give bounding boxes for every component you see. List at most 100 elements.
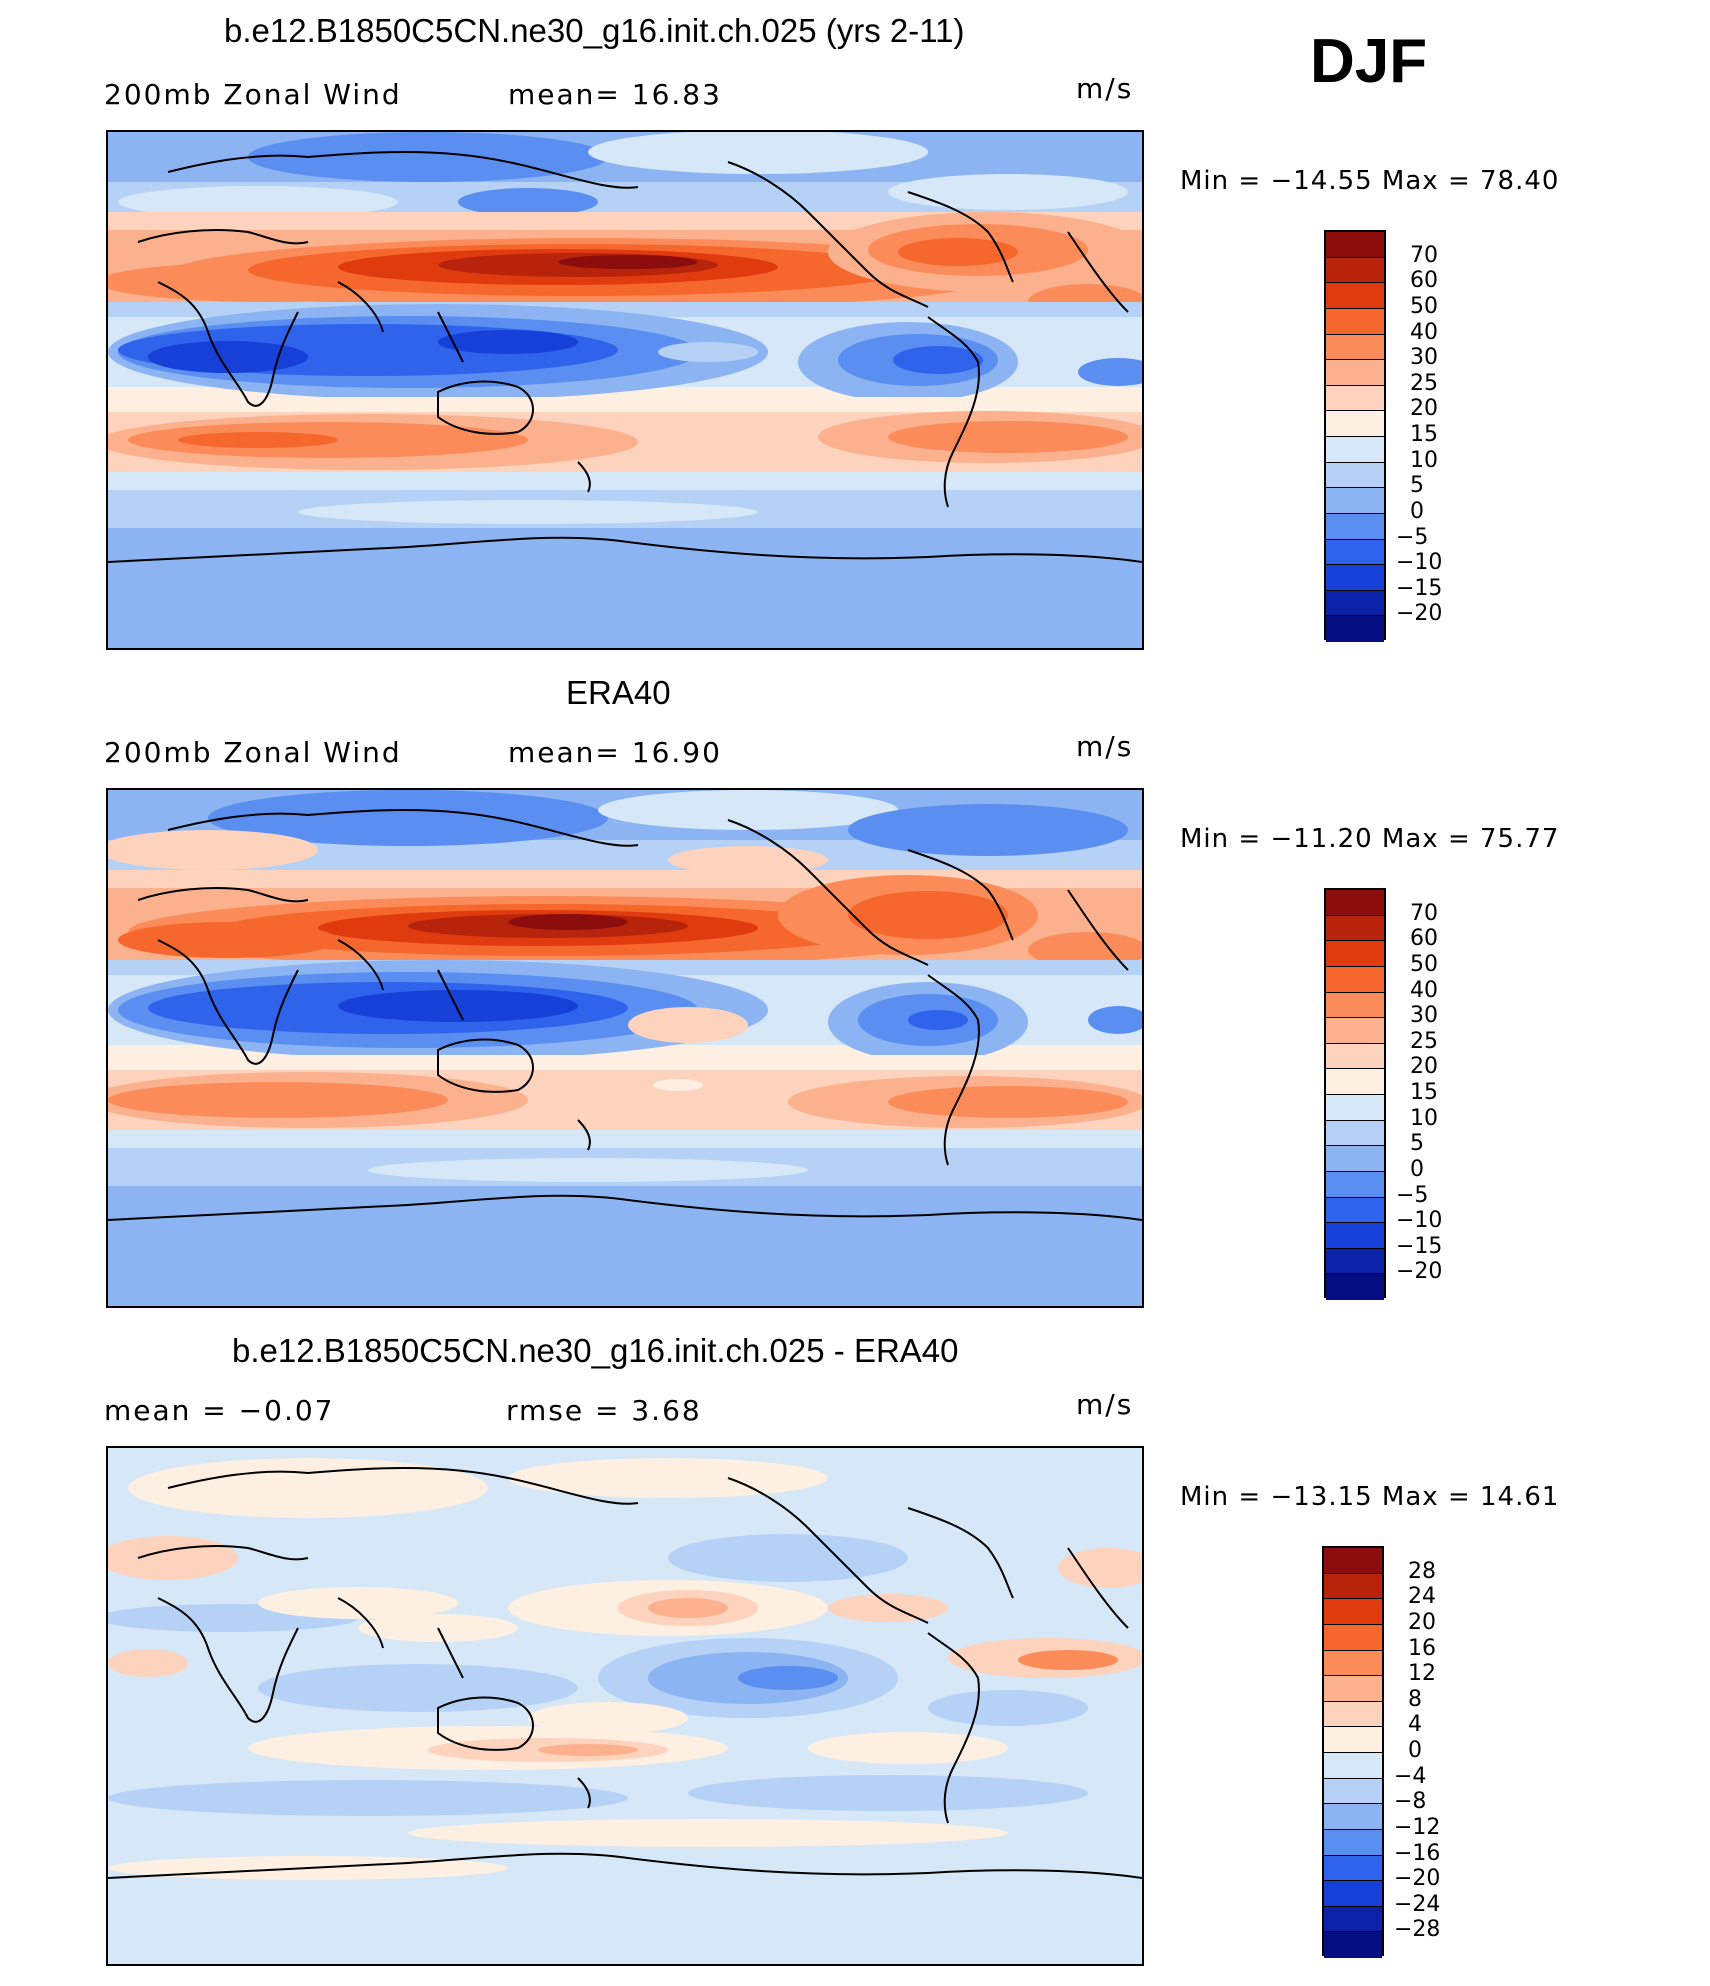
colorbar-swatch xyxy=(1324,1676,1382,1702)
panel3-minmax: Min = −13.15 Max = 14.61 xyxy=(1180,1482,1560,1512)
colorbar-swatch xyxy=(1326,890,1384,916)
colorbar-tick-label: 20 xyxy=(1408,1609,1436,1635)
colorbar-tick-label: 20 xyxy=(1410,1054,1438,1080)
colorbar-swatch xyxy=(1326,1120,1384,1147)
colorbar-swatch xyxy=(1324,1881,1382,1907)
colorbar-tick-label: −10 xyxy=(1396,1208,1443,1234)
colorbar-swatch xyxy=(1326,385,1384,412)
colorbar-swatch xyxy=(1324,1599,1382,1625)
colorbar-tick-label: 4 xyxy=(1408,1712,1422,1738)
colorbar-swatch xyxy=(1326,437,1384,463)
colorbar-swatch xyxy=(1326,992,1384,1019)
colorbar-swatch xyxy=(1326,488,1384,514)
colorbar-tick-label: −15 xyxy=(1396,1233,1443,1259)
colorbar-swatch xyxy=(1326,1069,1384,1095)
colorbar-tick-label: 0 xyxy=(1410,1156,1424,1182)
colorbar-tick-label: 30 xyxy=(1410,1003,1438,1029)
colorbar-tick-label: 10 xyxy=(1410,1105,1438,1131)
colorbar-swatch xyxy=(1326,1274,1384,1300)
colorbar-tick-label: 24 xyxy=(1408,1584,1436,1610)
panel3-title: b.e12.B1850C5CN.ne30_g16.init.ch.025 - E… xyxy=(232,1332,959,1369)
colorbar-swatch xyxy=(1324,1753,1382,1779)
colorbar-swatch xyxy=(1326,411,1384,437)
colorbar-swatch xyxy=(1324,1650,1382,1677)
colorbar-tick-label: 10 xyxy=(1410,447,1438,473)
colorbar-swatch xyxy=(1326,283,1384,309)
colorbar-tick-label: 16 xyxy=(1408,1635,1436,1661)
colorbar-swatch xyxy=(1326,590,1384,617)
panel3-colorbar xyxy=(1322,1546,1384,1958)
panel1-map xyxy=(106,130,1144,650)
colorbar-swatch xyxy=(1326,1248,1384,1275)
colorbar-swatch xyxy=(1324,1548,1382,1574)
colorbar-swatch xyxy=(1324,1906,1382,1933)
panel2-mean-label: mean= 16.90 xyxy=(508,736,722,769)
panel3-contour-field xyxy=(108,1448,1142,1964)
colorbar-swatch xyxy=(1324,1624,1382,1651)
panel1-units: m/s xyxy=(1076,72,1134,105)
colorbar-tick-label: 25 xyxy=(1410,1028,1438,1054)
colorbar-swatch xyxy=(1324,1804,1382,1830)
colorbar-tick-label: −5 xyxy=(1396,1182,1429,1208)
colorbar-swatch xyxy=(1326,1197,1384,1224)
colorbar-swatch xyxy=(1324,1932,1382,1958)
colorbar-tick-label: −20 xyxy=(1394,1866,1441,1892)
panel2-colorbar xyxy=(1324,888,1386,1300)
colorbar-swatch xyxy=(1326,1043,1384,1070)
colorbar-tick-label: 20 xyxy=(1410,396,1438,422)
colorbar-swatch xyxy=(1326,360,1384,386)
colorbar-swatch xyxy=(1326,1018,1384,1044)
colorbar-swatch xyxy=(1326,966,1384,993)
colorbar-tick-label: −12 xyxy=(1394,1814,1441,1840)
colorbar-swatch xyxy=(1326,232,1384,258)
colorbar-swatch xyxy=(1324,1727,1382,1753)
colorbar-tick-label: 50 xyxy=(1410,951,1438,977)
colorbar-tick-label: −5 xyxy=(1396,524,1429,550)
colorbar-tick-label: −20 xyxy=(1396,1259,1443,1285)
colorbar-tick-label: 60 xyxy=(1410,268,1438,294)
panel1-title: b.e12.B1850C5CN.ne30_g16.init.ch.025 (yr… xyxy=(224,12,965,49)
panel3-rmse-label: rmse = 3.68 xyxy=(506,1394,702,1427)
colorbar-swatch xyxy=(1326,941,1384,967)
panel1-colorbar xyxy=(1324,230,1386,642)
colorbar-swatch xyxy=(1324,1573,1382,1600)
colorbar-swatch xyxy=(1324,1701,1382,1728)
panel2-units: m/s xyxy=(1076,730,1134,763)
colorbar-swatch xyxy=(1326,462,1384,489)
colorbar-tick-label: 15 xyxy=(1410,422,1438,447)
colorbar-tick-label: 70 xyxy=(1410,242,1438,268)
colorbar-tick-label: −4 xyxy=(1394,1763,1427,1789)
panel2-minmax: Min = −11.20 Max = 75.77 xyxy=(1180,824,1560,854)
colorbar-swatch xyxy=(1326,257,1384,284)
colorbar-tick-label: 40 xyxy=(1410,977,1438,1003)
colorbar-tick-label: 5 xyxy=(1410,473,1424,499)
colorbar-tick-label: 5 xyxy=(1410,1131,1424,1157)
colorbar-tick-label: 0 xyxy=(1410,498,1424,524)
colorbar-tick-label: 25 xyxy=(1410,370,1438,396)
colorbar-tick-label: 70 xyxy=(1410,900,1438,926)
colorbar-swatch xyxy=(1326,513,1384,540)
colorbar-swatch xyxy=(1326,565,1384,591)
panel3-mean-label: mean = −0.07 xyxy=(104,1394,335,1427)
colorbar-swatch xyxy=(1326,1146,1384,1172)
colorbar-swatch xyxy=(1326,334,1384,361)
colorbar-tick-label: 28 xyxy=(1408,1558,1436,1584)
panel3-map xyxy=(106,1446,1144,1966)
colorbar-swatch xyxy=(1326,1171,1384,1198)
panel2-title: ERA40 xyxy=(566,674,671,711)
colorbar-tick-label: 50 xyxy=(1410,293,1438,319)
colorbar-swatch xyxy=(1326,308,1384,335)
colorbar-tick-label: −10 xyxy=(1396,550,1443,576)
colorbar-tick-label: −15 xyxy=(1396,575,1443,601)
panel1-contour-field xyxy=(108,132,1142,648)
colorbar-tick-label: 8 xyxy=(1408,1686,1422,1712)
colorbar-swatch xyxy=(1326,1223,1384,1249)
colorbar-swatch xyxy=(1324,1778,1382,1805)
colorbar-tick-label: −24 xyxy=(1394,1891,1441,1917)
colorbar-swatch xyxy=(1326,915,1384,942)
colorbar-tick-label: 0 xyxy=(1408,1738,1422,1763)
panel2-map xyxy=(106,788,1144,1308)
colorbar-tick-label: −8 xyxy=(1394,1789,1427,1815)
colorbar-tick-label: −20 xyxy=(1396,601,1443,627)
colorbar-tick-label: 60 xyxy=(1410,926,1438,952)
